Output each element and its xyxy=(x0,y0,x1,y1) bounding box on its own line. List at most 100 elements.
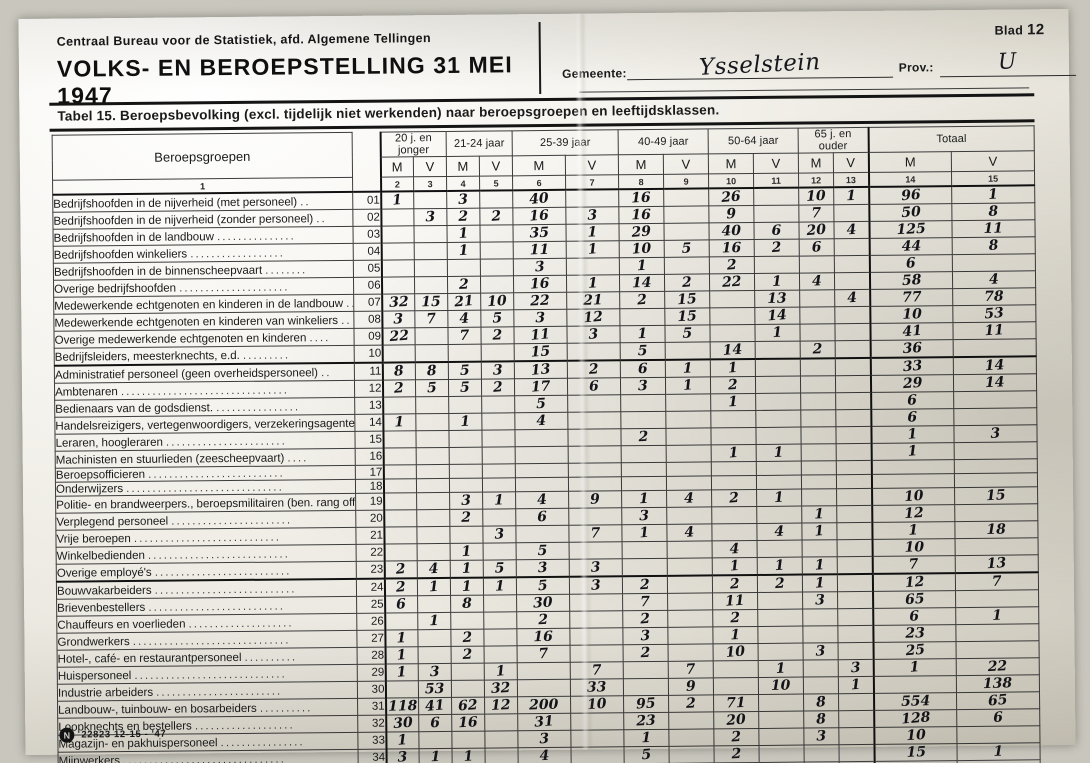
data-cell[interactable] xyxy=(836,443,872,461)
data-cell[interactable] xyxy=(755,410,802,428)
data-cell[interactable]: 2 xyxy=(451,646,485,664)
data-cell[interactable] xyxy=(755,393,801,411)
data-cell[interactable]: 2 xyxy=(754,239,800,257)
data-cell[interactable] xyxy=(380,208,414,227)
data-cell[interactable]: 6 xyxy=(384,596,418,614)
data-cell[interactable] xyxy=(383,478,417,494)
data-cell[interactable]: 2 xyxy=(623,644,669,663)
data-cell[interactable]: 3 xyxy=(513,309,567,327)
data-cell[interactable]: 65 xyxy=(956,692,1040,710)
data-cell[interactable]: 4 xyxy=(447,310,481,328)
data-cell[interactable] xyxy=(757,540,803,558)
data-cell[interactable]: 6 xyxy=(754,222,800,240)
data-cell[interactable] xyxy=(753,205,800,223)
data-cell[interactable]: 22 xyxy=(709,273,755,291)
data-cell[interactable]: 8 xyxy=(803,710,839,729)
data-cell[interactable] xyxy=(756,506,802,524)
data-cell[interactable]: 2 xyxy=(664,273,710,292)
data-cell[interactable] xyxy=(667,593,713,611)
data-cell[interactable] xyxy=(451,663,485,681)
data-cell[interactable]: 11 xyxy=(712,592,758,611)
data-cell[interactable]: 6 xyxy=(620,359,666,378)
data-cell[interactable]: 554 xyxy=(873,692,957,711)
data-cell[interactable] xyxy=(382,344,416,363)
data-cell[interactable] xyxy=(568,476,622,492)
data-cell[interactable] xyxy=(568,508,622,526)
data-cell[interactable]: 1 xyxy=(712,626,759,645)
data-cell[interactable]: 12 xyxy=(484,697,518,715)
data-cell[interactable] xyxy=(381,259,415,278)
data-cell[interactable]: 32 xyxy=(381,293,415,312)
data-cell[interactable]: 1 xyxy=(955,607,1039,625)
data-cell[interactable] xyxy=(710,427,757,445)
data-cell[interactable] xyxy=(382,430,417,449)
data-cell[interactable]: 1 xyxy=(446,225,481,243)
data-cell[interactable]: 1 xyxy=(619,325,666,343)
data-cell[interactable] xyxy=(956,726,1041,744)
data-cell[interactable] xyxy=(479,190,513,209)
data-cell[interactable]: 10 xyxy=(798,187,834,206)
data-cell[interactable]: 1 xyxy=(385,647,419,665)
data-cell[interactable]: 77 xyxy=(869,288,953,307)
data-cell[interactable] xyxy=(621,476,667,492)
data-cell[interactable]: 7 xyxy=(798,204,835,223)
data-cell[interactable] xyxy=(570,730,625,748)
data-cell[interactable] xyxy=(414,259,448,277)
data-cell[interactable]: 7 xyxy=(568,525,623,543)
data-cell[interactable] xyxy=(570,645,624,663)
data-cell[interactable] xyxy=(381,242,415,261)
data-cell[interactable] xyxy=(802,625,839,644)
data-cell[interactable] xyxy=(669,746,715,763)
data-cell[interactable]: 11 xyxy=(953,321,1037,340)
data-cell[interactable]: 9 xyxy=(668,678,714,696)
data-cell[interactable]: 5 xyxy=(624,746,670,763)
data-cell[interactable]: 5 xyxy=(448,361,482,380)
data-cell[interactable]: 7 xyxy=(570,662,624,680)
data-cell[interactable] xyxy=(515,463,569,478)
data-cell[interactable] xyxy=(482,446,516,465)
data-cell[interactable] xyxy=(873,675,957,694)
data-cell[interactable] xyxy=(837,625,874,643)
data-cell[interactable]: 7 xyxy=(955,572,1039,591)
data-cell[interactable]: 2 xyxy=(567,360,621,379)
data-cell[interactable]: 1 xyxy=(621,490,667,509)
data-cell[interactable]: 1 xyxy=(566,274,620,293)
data-cell[interactable] xyxy=(667,575,713,594)
data-cell[interactable]: 5 xyxy=(516,577,570,596)
data-cell[interactable] xyxy=(514,429,569,447)
data-cell[interactable]: 10 xyxy=(872,538,956,557)
data-cell[interactable]: 1 xyxy=(871,425,955,444)
data-cell[interactable]: 1 xyxy=(619,257,665,275)
data-cell[interactable] xyxy=(383,510,417,528)
data-cell[interactable] xyxy=(837,539,873,558)
data-cell[interactable]: 2 xyxy=(712,575,758,594)
data-cell[interactable] xyxy=(484,646,518,664)
data-cell[interactable] xyxy=(800,323,836,342)
data-cell[interactable]: 8 xyxy=(415,361,449,380)
data-cell[interactable]: 18 xyxy=(954,521,1039,539)
data-cell[interactable]: 29 xyxy=(619,223,665,241)
data-cell[interactable]: 16 xyxy=(451,714,485,732)
data-cell[interactable] xyxy=(622,541,668,560)
data-cell[interactable] xyxy=(413,190,447,209)
data-cell[interactable]: 2 xyxy=(481,378,515,397)
data-cell[interactable] xyxy=(954,441,1038,460)
data-cell[interactable] xyxy=(483,595,517,613)
data-cell[interactable]: 6 xyxy=(515,508,569,527)
data-cell[interactable] xyxy=(449,464,483,479)
data-cell[interactable] xyxy=(952,253,1036,272)
data-cell[interactable] xyxy=(416,478,450,494)
data-cell[interactable] xyxy=(665,427,712,446)
data-cell[interactable] xyxy=(622,558,668,577)
data-cell[interactable] xyxy=(479,224,514,243)
data-cell[interactable]: 7 xyxy=(414,310,448,328)
data-cell[interactable] xyxy=(665,410,711,429)
data-cell[interactable]: 118 xyxy=(385,698,419,716)
data-cell[interactable] xyxy=(623,661,669,680)
data-cell[interactable]: 4 xyxy=(834,289,870,307)
data-cell[interactable] xyxy=(837,591,873,610)
data-cell[interactable] xyxy=(836,474,872,490)
data-cell[interactable]: 7 xyxy=(622,593,668,612)
data-cell[interactable]: 6 xyxy=(869,254,953,273)
data-cell[interactable] xyxy=(621,445,667,463)
